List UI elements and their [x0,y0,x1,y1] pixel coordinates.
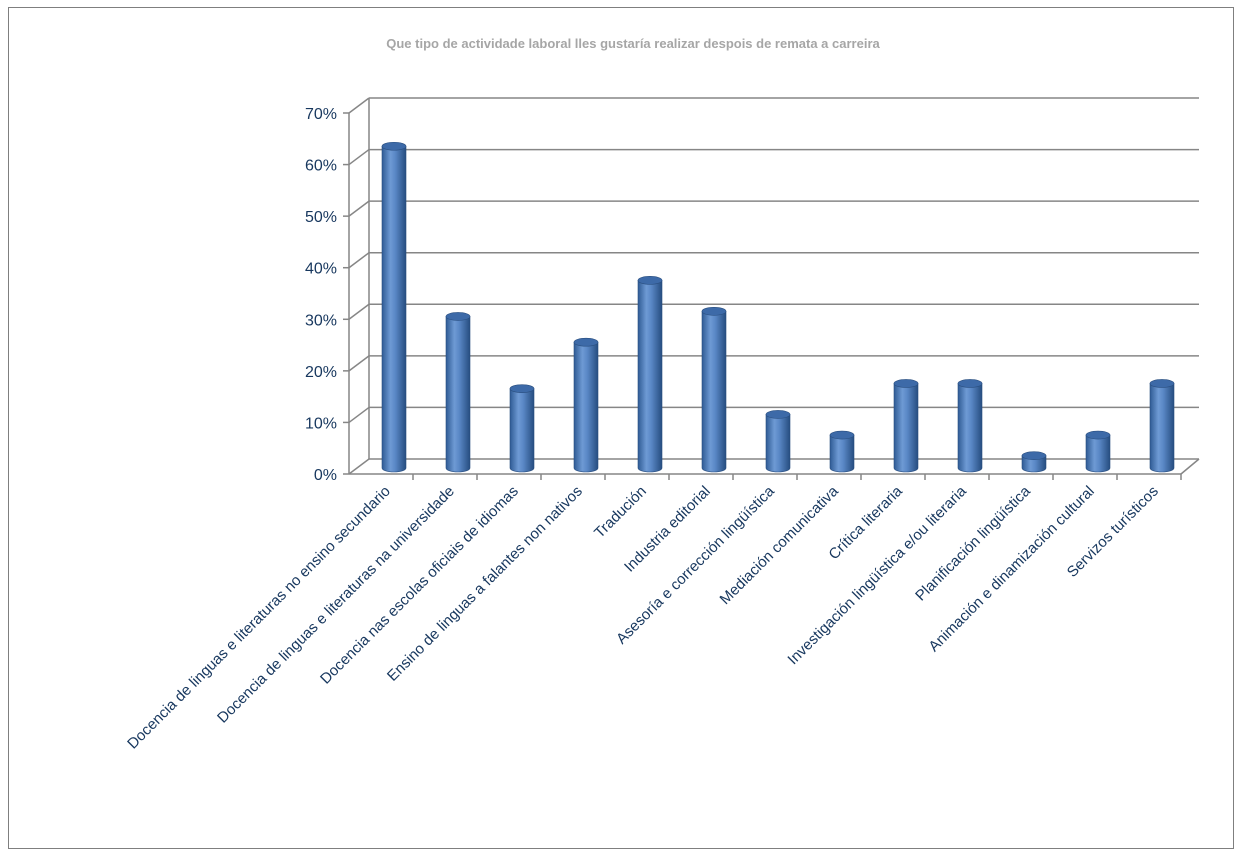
bar-body [509,388,535,473]
gridline-side [348,200,370,217]
bar [701,306,727,473]
bar-top [509,384,535,393]
gridline-side [348,252,370,269]
gridline-side [348,303,370,320]
chart-title: Que tipo de actividade laboral lles gust… [386,36,880,51]
bar-top [765,410,791,419]
bar-top [829,430,855,440]
bar-top [381,141,407,151]
gridline-side [348,458,370,475]
bar-top [445,312,471,321]
bar-chart: Que tipo de actividade laboral lles gust… [124,36,1200,753]
bar-top [893,379,919,388]
bar-body [573,341,599,473]
bar-body [637,280,663,473]
bar [637,276,663,473]
bar [445,312,471,473]
bar-top [701,306,727,316]
bar [381,141,407,473]
bar-body [829,434,855,473]
category-label: Docencia de linguas e literaturas na uni… [214,483,458,727]
bar [893,379,919,473]
bar [765,410,791,473]
bar-body [765,414,791,473]
category-label: Mediación comunicativa [717,482,843,608]
gridline-side [348,355,370,372]
y-tick-label: 10% [305,415,337,432]
bar-body [957,383,983,473]
gridline-side [348,97,370,114]
bar-body [445,316,471,473]
bar-body [381,145,407,473]
gridline-side [348,406,370,424]
bar [573,337,599,473]
gridline-side [348,148,370,166]
bars [381,141,1175,473]
grid [348,97,1200,475]
y-tick-label: 0% [314,467,337,484]
bar-top [1149,379,1175,388]
bar [957,379,983,473]
y-axis-ticks: 0% 10% 20% 30% 40% 50% 60% 70% [305,106,349,484]
y-tick-label: 20% [305,364,337,381]
y-tick-label: 30% [305,312,337,329]
bar-body [701,310,727,473]
bar [829,430,855,473]
bar-body [1149,383,1175,473]
floor-edge [1180,458,1200,475]
bar [1021,451,1047,473]
category-label: Docencia de linguas e literaturas no ens… [124,483,394,753]
category-labels: Docencia de linguas e literaturas no ens… [124,474,1182,753]
bar-top [1085,430,1111,440]
y-tick-label: 40% [305,261,337,278]
bar-body [1021,455,1047,473]
bar [1149,379,1175,473]
y-tick-label: 50% [305,209,337,226]
bar-top [573,337,599,347]
bar-body [1085,434,1111,473]
y-tick-label: 70% [305,106,337,123]
category-label: Tradución [591,483,650,542]
bar-top [1021,451,1047,460]
chart-frame: Que tipo de actividade laboral lles gust… [8,7,1234,849]
bar [1085,430,1111,473]
y-tick-label: 60% [305,158,337,175]
bar-top [957,379,983,388]
bar [509,384,535,473]
category-label: Planificación lingüística [912,482,1034,604]
bar-body [893,383,919,473]
bar-top [637,276,663,285]
